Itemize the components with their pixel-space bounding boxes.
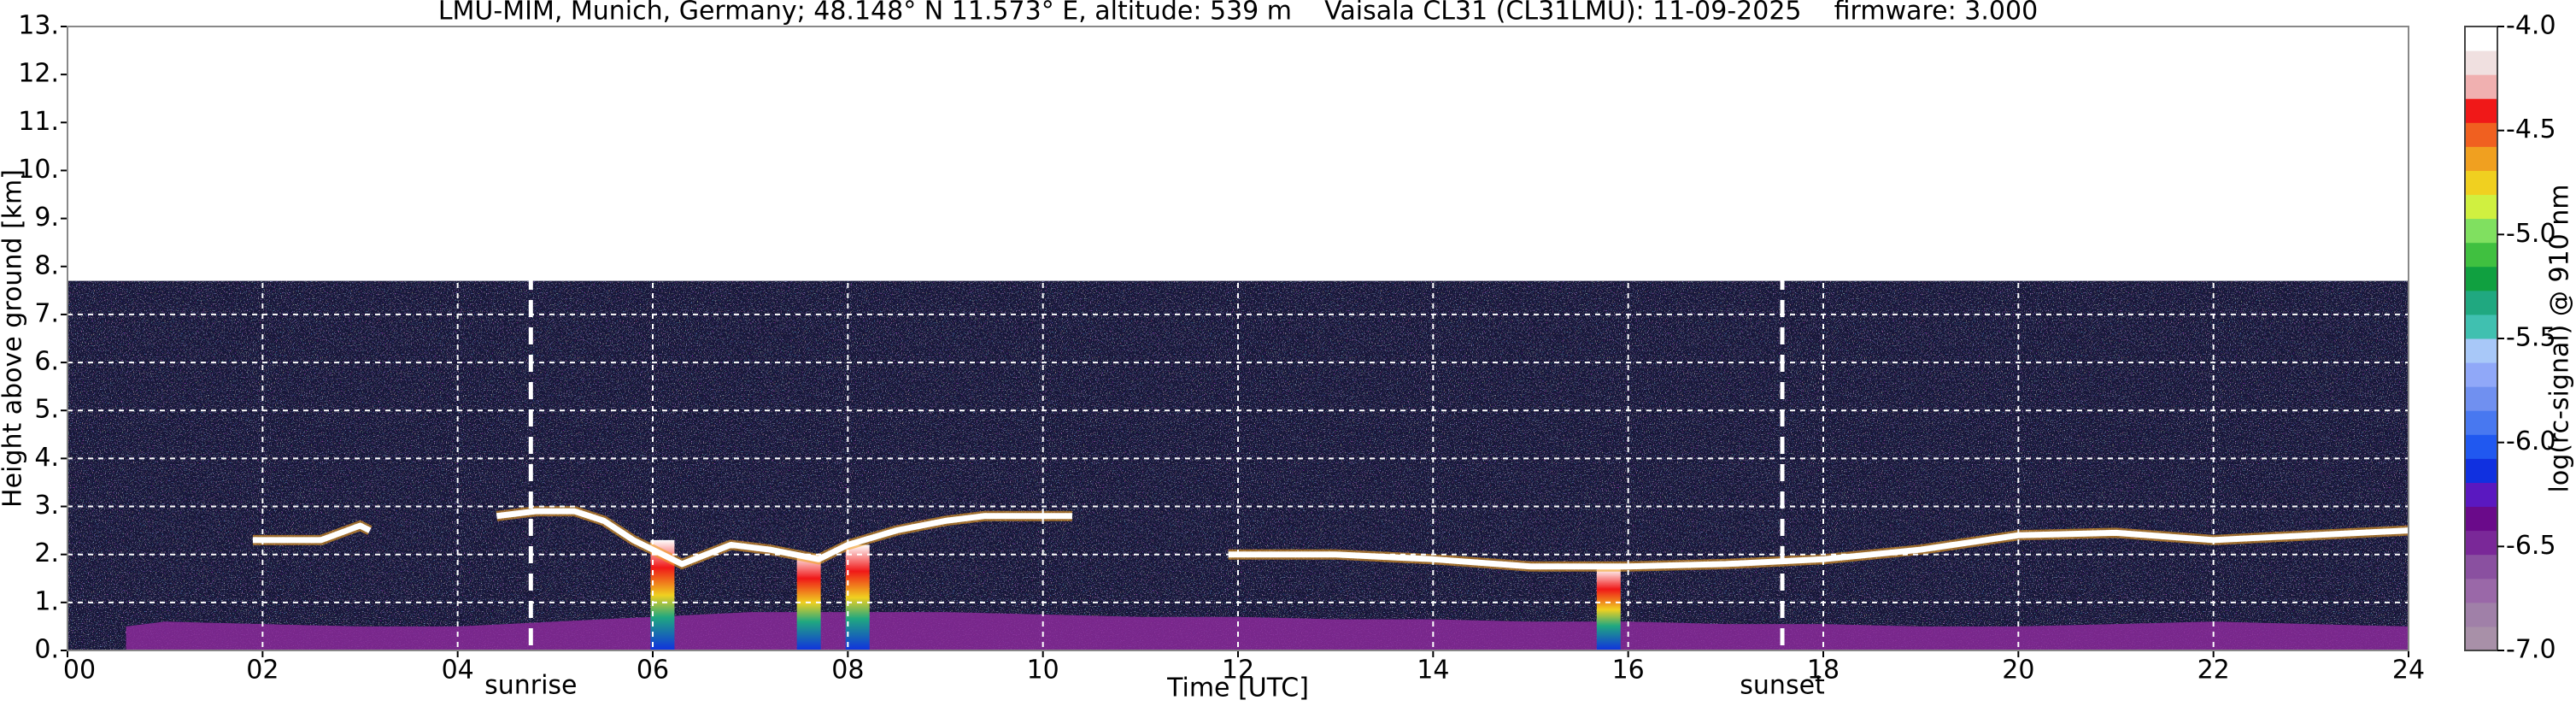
signal-noise xyxy=(67,280,2409,650)
event-label: sunrise xyxy=(484,671,577,701)
y-tick-label: 12. xyxy=(18,59,59,89)
x-tick-label: 06 xyxy=(637,656,669,685)
x-axis-title: Time [UTC] xyxy=(1166,674,1309,703)
colorbar-tick-label: -4.0 xyxy=(2506,11,2556,41)
colorbar-tick-label: -6.0 xyxy=(2506,427,2556,456)
colorbar-swatch xyxy=(2465,98,2497,123)
y-tick-label: 13. xyxy=(18,11,59,41)
colorbar-swatch xyxy=(2465,290,2497,315)
colorbar-swatch xyxy=(2465,602,2497,627)
x-tick-label: 14 xyxy=(1417,656,1449,685)
colorbar-tick-label: -4.5 xyxy=(2506,115,2556,144)
y-tick-label: 6. xyxy=(34,347,59,377)
colorbar-swatch xyxy=(2465,170,2497,196)
x-tick-label: 16 xyxy=(1612,656,1645,685)
x-tick-label: 20 xyxy=(2002,656,2034,685)
y-tick-label: 9. xyxy=(34,203,59,232)
colorbar-swatch xyxy=(2465,626,2497,651)
colorbar-swatch xyxy=(2465,122,2497,147)
y-tick-label: 0. xyxy=(34,635,59,665)
chart-title: LMU-MIM, Munich, Germany; 48.148° N 11.5… xyxy=(438,0,2038,26)
colorbar-swatch xyxy=(2465,482,2497,508)
colorbar-title: log(rc-signal) @ 910 nm xyxy=(2545,185,2575,493)
colorbar-tick-label: -5.5 xyxy=(2506,323,2556,353)
colorbar-swatch xyxy=(2465,554,2497,580)
y-axis-title: Height above ground [km] xyxy=(0,169,28,508)
colorbar-swatch xyxy=(2465,434,2497,459)
y-tick-label: 4. xyxy=(34,443,59,473)
y-tick-label: 5. xyxy=(34,395,59,425)
y-tick-label: 2. xyxy=(34,538,59,568)
x-tick-label: 04 xyxy=(442,656,474,685)
plot-frame xyxy=(67,26,2409,651)
colorbar-swatch xyxy=(2465,242,2497,268)
colorbar-swatch xyxy=(2465,266,2497,291)
y-tick-label: 10. xyxy=(18,155,59,185)
colorbar-swatch xyxy=(2465,458,2497,483)
colorbar-swatch xyxy=(2465,314,2497,339)
colorbar-swatch xyxy=(2465,506,2497,532)
colorbar-tick-label: -7.0 xyxy=(2506,635,2556,665)
fallstreak xyxy=(845,544,870,650)
colorbar-swatch xyxy=(2465,26,2497,51)
x-tick-label: 00 xyxy=(63,656,96,685)
colorbar-tick-label: -5.0 xyxy=(2506,219,2556,249)
y-tick-label: 11. xyxy=(18,107,59,137)
x-tick-label: 24 xyxy=(2392,656,2425,685)
y-tick-label: 7. xyxy=(34,298,59,328)
boundary-layer xyxy=(126,612,2409,650)
colorbar-swatch xyxy=(2465,218,2497,244)
x-tick-label: 08 xyxy=(831,656,864,685)
y-tick-label: 3. xyxy=(34,491,59,521)
colorbar-swatch xyxy=(2465,578,2497,603)
colorbar-swatch xyxy=(2465,530,2497,556)
colorbar-swatch xyxy=(2465,386,2497,411)
fallstreak xyxy=(1596,568,1621,650)
plot-area xyxy=(67,26,2409,651)
colorbar-swatch xyxy=(2465,74,2497,99)
colorbar-swatch xyxy=(2465,362,2497,387)
y-tick-label: 1. xyxy=(34,586,59,616)
colorbar-swatch xyxy=(2465,410,2497,435)
colorbar-swatch xyxy=(2465,338,2497,363)
x-tick-label: 18 xyxy=(1807,656,1840,685)
colorbar-swatch xyxy=(2465,146,2497,171)
x-tick-label: 02 xyxy=(246,656,279,685)
x-tick-label: 22 xyxy=(2198,656,2230,685)
x-tick-label: 12 xyxy=(1222,656,1254,685)
y-tick-label: 8. xyxy=(34,250,59,280)
colorbar-tick-label: -6.5 xyxy=(2506,531,2556,561)
colorbar-swatch xyxy=(2465,194,2497,220)
x-tick-label: 10 xyxy=(1027,656,1059,685)
event-label: sunset xyxy=(1740,671,1825,701)
colorbar-swatch xyxy=(2465,50,2497,75)
